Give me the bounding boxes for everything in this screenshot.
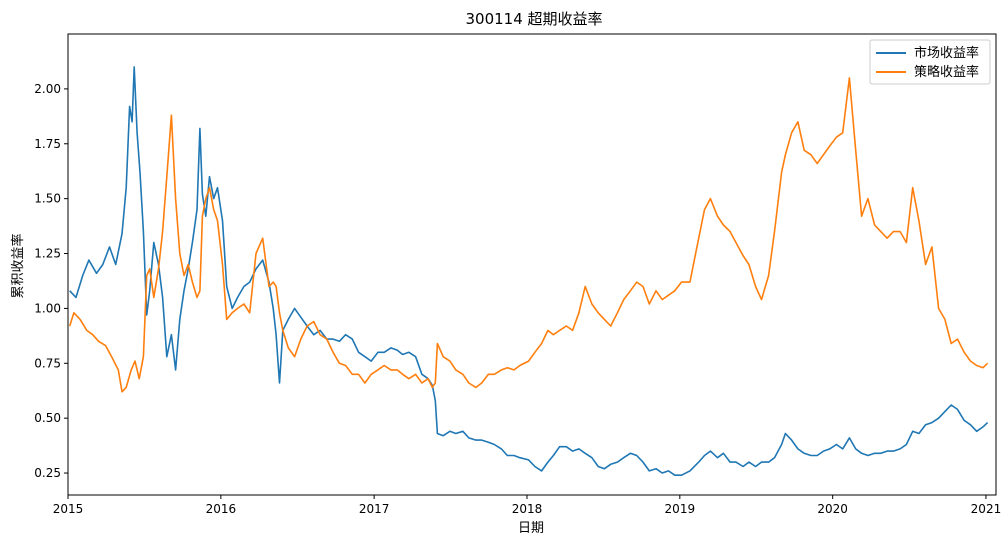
y-axis: 0.25 0.50 0.75 1.00 1.25 1.50 1.75 2.00 xyxy=(34,82,68,480)
y-tick-label: 1.00 xyxy=(34,301,61,315)
x-axis-label: 日期 xyxy=(518,521,544,536)
y-tick-label: 0.50 xyxy=(34,411,61,425)
y-tick-label: 2.00 xyxy=(34,82,61,96)
y-tick-label: 0.75 xyxy=(34,356,61,370)
x-tick-label: 2017 xyxy=(359,502,390,516)
y-tick-label: 1.25 xyxy=(34,247,61,261)
x-tick-label: 2015 xyxy=(53,502,84,516)
x-tick-label: 2021 xyxy=(971,502,1002,516)
x-tick-label: 2019 xyxy=(665,502,696,516)
chart-title: 300114 超期收益率 xyxy=(465,10,602,28)
legend-label: 市场收益率 xyxy=(914,45,979,61)
series-layer xyxy=(68,66,989,476)
x-tick-label: 2018 xyxy=(512,502,543,516)
x-tick-label: 2020 xyxy=(817,502,848,516)
y-tick-label: 0.25 xyxy=(34,466,61,480)
series-line-strategy-return xyxy=(68,77,989,393)
series-line-market-return xyxy=(69,66,989,476)
y-tick-label: 1.75 xyxy=(34,137,61,151)
plot-area-frame xyxy=(67,33,997,496)
x-tick-label: 2016 xyxy=(206,502,237,516)
y-tick-label: 1.50 xyxy=(34,192,61,206)
legend-label: 策略收益率 xyxy=(914,64,979,80)
x-axis: 2015 2016 2017 2018 2019 2020 2021 xyxy=(53,495,1001,516)
y-axis-label: 累积收益率 xyxy=(10,233,26,298)
